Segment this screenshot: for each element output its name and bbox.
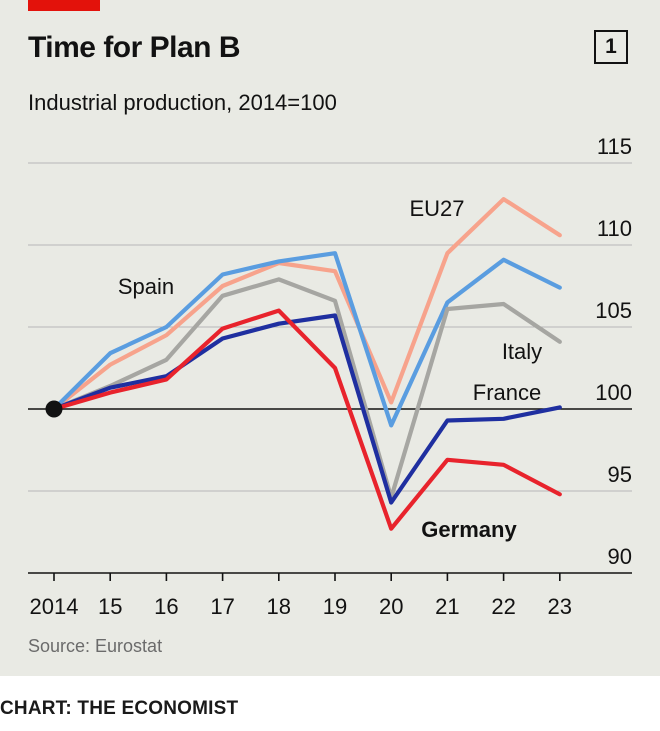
source-note: Source: Eurostat xyxy=(28,636,163,656)
x-tick-label: 17 xyxy=(210,594,234,619)
chart-number-badge: 1 xyxy=(594,30,628,64)
x-tick-label: 15 xyxy=(98,594,122,619)
x-axis: 2014 15 16 17 18 19 20 21 22 23 xyxy=(30,573,572,619)
chart-credit: CHART: THE ECONOMIST xyxy=(0,698,239,719)
series-line-france xyxy=(51,313,562,505)
y-tick-label: 100 xyxy=(595,380,632,405)
chart-panel xyxy=(0,0,660,676)
series-label-spain: Spain xyxy=(118,274,174,299)
series-line-eu27 xyxy=(51,197,562,412)
gridlines xyxy=(28,162,632,574)
chart-subtitle: Industrial production, 2014=100 xyxy=(28,90,337,115)
series-label-france: France xyxy=(473,380,541,405)
series-label-germany: Germany xyxy=(421,517,517,542)
y-tick-label: 110 xyxy=(597,216,632,241)
series-lines xyxy=(45,197,562,531)
x-tick-label: 18 xyxy=(267,594,291,619)
series-labels: EU27 Spain Italy France Germany xyxy=(118,196,542,542)
y-tick-label: 115 xyxy=(597,134,632,159)
y-axis: 115 110 105 100 95 90 xyxy=(595,134,632,569)
series-label-italy: Italy xyxy=(502,339,542,364)
brand-red-tag xyxy=(28,0,100,11)
series-line-spain xyxy=(51,251,562,428)
x-tick-label: 2014 xyxy=(30,594,79,619)
x-tick-label: 19 xyxy=(323,594,347,619)
series-line-germany xyxy=(51,308,562,531)
x-tick-label: 16 xyxy=(154,594,178,619)
x-tick-label: 20 xyxy=(379,594,403,619)
x-tick-label: 23 xyxy=(548,594,572,619)
series-line-italy xyxy=(51,277,562,500)
x-tick-label: 22 xyxy=(491,594,515,619)
origin-marker xyxy=(45,400,63,418)
x-tick-label: 21 xyxy=(435,594,459,619)
line-chart: 2014 15 16 17 18 19 20 21 22 23 1151101051009590 … xyxy=(28,134,632,619)
y-tick-label: 95 xyxy=(608,462,632,487)
chart-title: Time for Plan B xyxy=(28,31,241,64)
series-label-eu27: EU27 xyxy=(409,196,464,221)
y-tick-label: 105 xyxy=(595,298,632,323)
y-tick-label: 90 xyxy=(608,544,632,569)
